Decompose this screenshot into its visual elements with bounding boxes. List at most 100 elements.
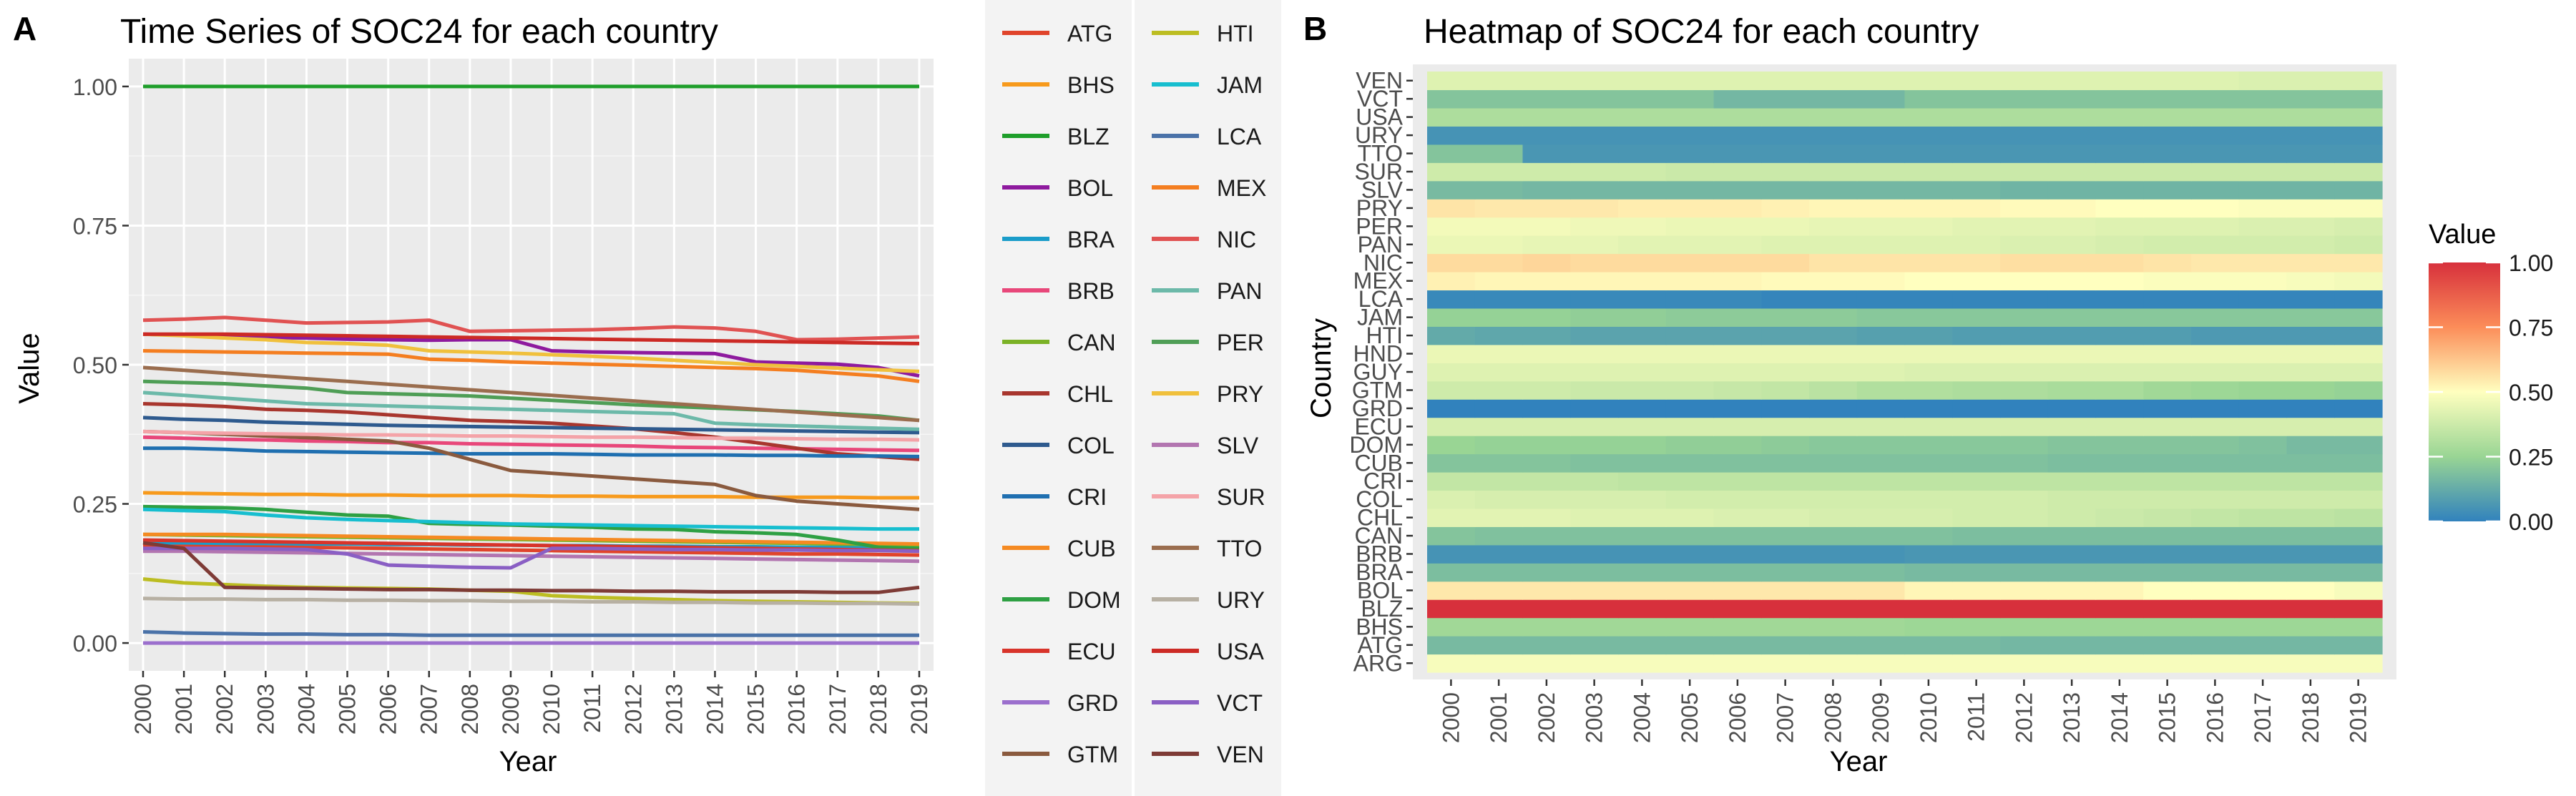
legend-label: PER (1217, 330, 1264, 355)
legend-label: BOL (1067, 175, 1113, 201)
heatmap-cell (1713, 380, 1762, 400)
heatmap-cell (1665, 490, 1715, 509)
heatmap-cell (1665, 180, 1715, 200)
heatmap-cell (1856, 144, 1906, 163)
heatmap-cell (1474, 617, 1524, 637)
heatmap-cell (1570, 654, 1619, 673)
heatmap-cell (1952, 89, 2001, 109)
heatmap-cell (1761, 636, 1810, 655)
heatmap-cell (1809, 436, 1858, 455)
heatmap-cell (2047, 472, 2097, 491)
heatmap-cell (1856, 599, 1906, 619)
heatmap-cell (1713, 72, 1762, 91)
heatmap-cell (1427, 563, 1476, 582)
heatmap-cell (1713, 453, 1762, 473)
heatmap-cell (2000, 544, 2049, 564)
heatmap-cell (2095, 417, 2144, 436)
heatmap-cell (1952, 126, 2001, 145)
heatmap-cell (1904, 380, 1953, 400)
heatmap-cell (1618, 490, 1667, 509)
heatmap-cell (1618, 126, 1667, 145)
heatmap-cell (1809, 308, 1858, 327)
heatmap-cell (1618, 453, 1667, 473)
heatmap-cell (2000, 508, 2049, 527)
heatmap-cell (1570, 399, 1619, 418)
heatmap-cell (1904, 453, 1953, 473)
heatmap-cell (2000, 326, 2049, 345)
heatmap-cell (1713, 235, 1762, 255)
y-tick-label: DOM (1349, 432, 1403, 458)
heatmap-cell (1761, 126, 1810, 145)
heatmap-cell (2334, 199, 2383, 218)
heatmap-cell (1952, 107, 2001, 127)
legend: ATG BHS BLZ BOL BRA BRB CAN CHL COL CRI CUB DOM ECU G… (985, 0, 1281, 796)
heatmap-cell (1713, 581, 1762, 600)
heatmap-cell (1570, 563, 1619, 582)
y-tick-label: PRY (1356, 195, 1403, 221)
x-tick-label: 2018 (866, 684, 891, 734)
x-tick-label: 2001 (171, 684, 197, 734)
heatmap-cell (2143, 544, 2192, 564)
heatmap-cell (2047, 436, 2097, 455)
heatmap-cell (1427, 508, 1476, 527)
heatmap-cell (1809, 399, 1858, 418)
heatmap-cell (1713, 180, 1762, 200)
heatmap-cell (1952, 199, 2001, 218)
series-line-jam (142, 507, 919, 531)
heatmap-cell (1474, 107, 1524, 127)
heatmap-cell (2095, 654, 2144, 673)
heatmap-cell (1904, 363, 1953, 382)
heatmap-cell (2238, 326, 2288, 345)
heatmap-cell (2095, 344, 2144, 363)
heatmap-cell (1665, 107, 1715, 127)
heatmap-cell (2000, 563, 2049, 582)
heatmap-cell (2286, 126, 2335, 145)
heatmap-cell (1522, 436, 1571, 455)
heatmap-cell (2191, 436, 2240, 455)
heatmap-cell (2095, 508, 2144, 527)
heatmap-cell (2095, 199, 2144, 218)
heatmap-cell (1522, 490, 1571, 509)
heatmap-cell (1522, 180, 1571, 200)
heatmap-cell (1522, 308, 1571, 327)
heatmap-cell (1474, 380, 1524, 400)
heatmap-cell (1570, 508, 1619, 527)
heatmap-cell (1427, 581, 1476, 600)
heatmap-cell (1904, 253, 1953, 272)
heatmap-cell (2047, 290, 2097, 309)
heatmap-cell (2143, 144, 2192, 163)
series-line-cri (143, 446, 920, 458)
heatmap-cell (2334, 617, 2383, 637)
y-tick-label: BRA (1356, 559, 1403, 585)
series-line-atg (143, 544, 920, 557)
x-tick-label: 2018 (2298, 692, 2323, 743)
x-tick-label: 2002 (212, 684, 237, 734)
heatmap-cell (2238, 581, 2288, 600)
heatmap-cell (2000, 380, 2049, 400)
heatmap-cell (1713, 636, 1762, 655)
heatmap-cell (2334, 144, 2383, 163)
heatmap-cell (1570, 326, 1619, 345)
heatmap-cell (1952, 599, 2001, 619)
heatmap-cell (1809, 217, 1858, 236)
heatmap-cell (1665, 326, 1715, 345)
heatmap-cell (1427, 89, 1476, 109)
heatmap-cell (2143, 508, 2192, 527)
heatmap-cell (1713, 89, 1762, 109)
heatmap-cell (2238, 199, 2288, 218)
heatmap-cell (2095, 636, 2144, 655)
heatmap-cell (1570, 144, 1619, 163)
heatmap-cell (2334, 599, 2383, 619)
heatmap-cell (2000, 89, 2049, 109)
y-tick-label: BOL (1357, 577, 1403, 603)
heatmap-cell (2000, 453, 2049, 473)
x-tick-label: 2014 (2107, 692, 2132, 743)
heatmap-cell (2286, 490, 2335, 509)
heatmap-cell (2000, 399, 2049, 418)
x-tick-label: 2015 (2155, 692, 2180, 743)
heatmap-cell (1570, 544, 1619, 564)
heatmap-cell (1522, 563, 1571, 582)
x-tick-label: 2006 (376, 684, 401, 734)
y-tick-label: ECU (1354, 413, 1403, 439)
heatmap-cell (1665, 253, 1715, 272)
